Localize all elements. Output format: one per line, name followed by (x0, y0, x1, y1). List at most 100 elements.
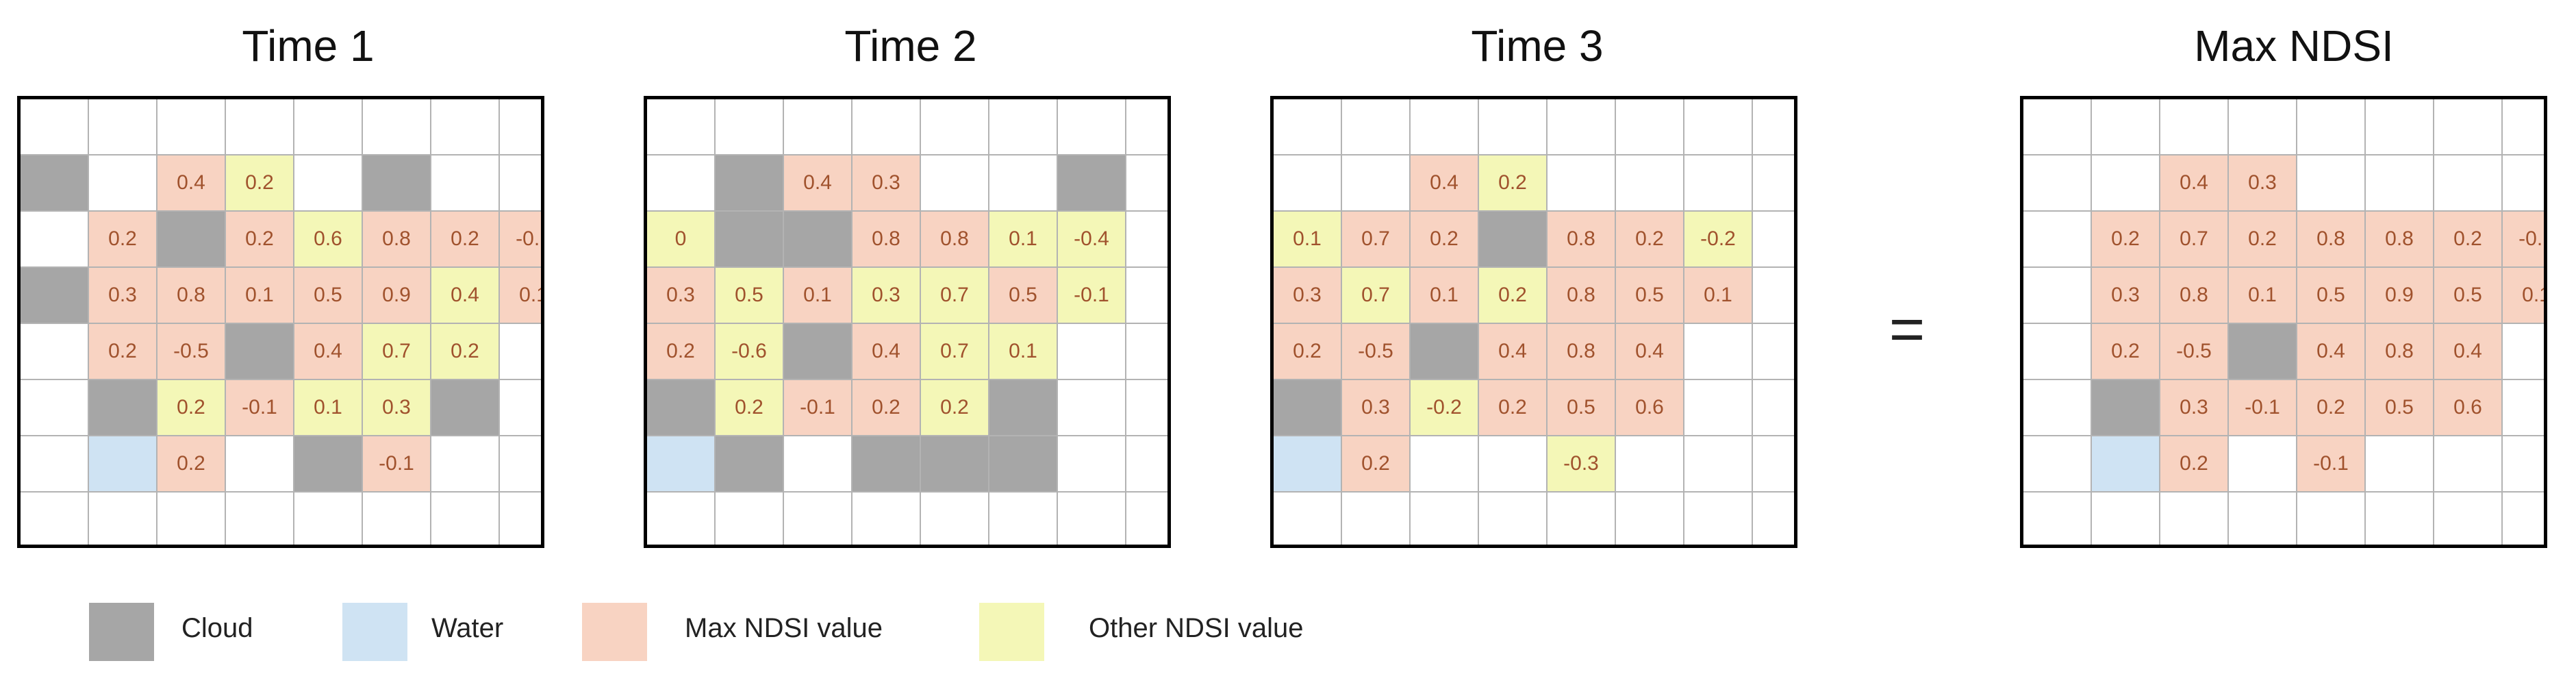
grid-cell (647, 99, 716, 155)
grid-cell (500, 493, 541, 545)
grid-cell (1616, 155, 1684, 212)
grid-cell: 0.2 (2160, 436, 2229, 493)
legend-label-cloud: Cloud (181, 613, 253, 643)
grid-cell (89, 436, 157, 493)
legend-swatch-cloud (89, 603, 154, 661)
grid-cell: 0.2 (1411, 212, 1479, 268)
grid-cell: 0.1 (500, 268, 541, 324)
grid-cell (431, 436, 500, 493)
grid-cell (1616, 99, 1684, 155)
grid-cell: 0.8 (1548, 268, 1616, 324)
grid-cell (989, 436, 1058, 493)
grid-cell (2023, 324, 2092, 380)
grid-cell (1058, 493, 1126, 545)
grid-cell (784, 436, 853, 493)
grid-cell: -0.5 (2160, 324, 2229, 380)
grid-cell (1684, 436, 1753, 493)
grid-cell: 0.2 (2092, 212, 2160, 268)
grid-cell (2023, 212, 2092, 268)
panel-title-time-1: Time 1 (242, 21, 375, 71)
grid-cell (1684, 155, 1753, 212)
grid-cell (2023, 493, 2092, 545)
grid-cell (500, 436, 541, 493)
panel-title-max-ndsi: Max NDSI (2194, 21, 2394, 71)
grid-cell (921, 493, 989, 545)
grid-cell (716, 155, 784, 212)
legend-label-other-ndsi: Other NDSI value (1089, 613, 1304, 643)
grid-cell (1126, 268, 1167, 324)
grid-cell (784, 493, 853, 545)
grid-cell: 0.4 (1411, 155, 1479, 212)
grid-cell: 0.3 (363, 380, 431, 436)
grid-cell (1058, 380, 1126, 436)
grid-cell (226, 99, 294, 155)
grid-cell: 0.2 (157, 436, 226, 493)
grid-cell (1126, 493, 1167, 545)
grid-cell: 0.1 (226, 268, 294, 324)
grid-cell (1548, 493, 1616, 545)
grid-cell (500, 380, 541, 436)
grid-cell: 0.4 (2160, 155, 2229, 212)
grid-cell: -0.5 (157, 324, 226, 380)
grid-cell: 0.8 (2366, 324, 2434, 380)
grid-cell: 0.6 (294, 212, 363, 268)
grid-cell (1684, 324, 1753, 380)
grid-cell: 0 (647, 212, 716, 268)
grid-cell: 0.2 (2297, 380, 2366, 436)
grid-cell (1548, 99, 1616, 155)
grid-cell (2023, 380, 2092, 436)
grid-cell (2366, 436, 2434, 493)
grid-cell (2434, 436, 2503, 493)
grid-cell: 0.2 (89, 212, 157, 268)
grid-cell (989, 155, 1058, 212)
grid-cell (2229, 436, 2297, 493)
grid-cell (647, 436, 716, 493)
grid-cell: 0.4 (294, 324, 363, 380)
grid-cell (921, 436, 989, 493)
grid-cell: 0.6 (1616, 380, 1684, 436)
grid-cell (1274, 155, 1342, 212)
grid-cell (21, 155, 89, 212)
grid-time-1: 0.40.20.20.20.60.80.2-0.10.30.80.10.50.9… (17, 96, 544, 548)
grid-cell: 0.8 (2160, 268, 2229, 324)
grid-cell (1753, 212, 1794, 268)
grid-cell (431, 99, 500, 155)
grid-cell: 0.2 (853, 380, 921, 436)
grid-cell (989, 380, 1058, 436)
grid-cell (1058, 99, 1126, 155)
grid-cell (500, 99, 541, 155)
grid-cell (226, 436, 294, 493)
grid-cell (647, 155, 716, 212)
grid-cell (21, 380, 89, 436)
grid-cell: 0.5 (716, 268, 784, 324)
grid-cell: -0.2 (1684, 212, 1753, 268)
grid-cell (2092, 436, 2160, 493)
grid-cell (2434, 493, 2503, 545)
grid-cell (1342, 493, 1411, 545)
panel-title-time-2: Time 2 (844, 21, 977, 71)
grid-cell (1479, 99, 1548, 155)
grid-cell: 0.2 (647, 324, 716, 380)
grid-cell: 0.1 (989, 212, 1058, 268)
grid-cell: 0.1 (1684, 268, 1753, 324)
legend-swatch-water (342, 603, 407, 661)
grid-cell (2366, 155, 2434, 212)
grid-cell: 0.2 (2229, 212, 2297, 268)
grid-cell: 0.8 (921, 212, 989, 268)
grid-cell (1274, 380, 1342, 436)
grid-cell (784, 324, 853, 380)
grid-cell (1616, 436, 1684, 493)
grid-cell: 0.3 (89, 268, 157, 324)
grid-cell (1753, 324, 1794, 380)
legend-swatch-max-ndsi (582, 603, 647, 661)
grid-cell (500, 155, 541, 212)
grid-cell (2160, 493, 2229, 545)
grid-cell (1274, 493, 1342, 545)
grid-cell: 0.4 (157, 155, 226, 212)
grid-cell: 0.7 (1342, 268, 1411, 324)
grid-cell: 0.5 (294, 268, 363, 324)
legend-label-max-ndsi: Max NDSI value (685, 613, 883, 643)
grid-cell (1126, 380, 1167, 436)
grid-cell: 0.2 (716, 380, 784, 436)
grid-cell (89, 155, 157, 212)
